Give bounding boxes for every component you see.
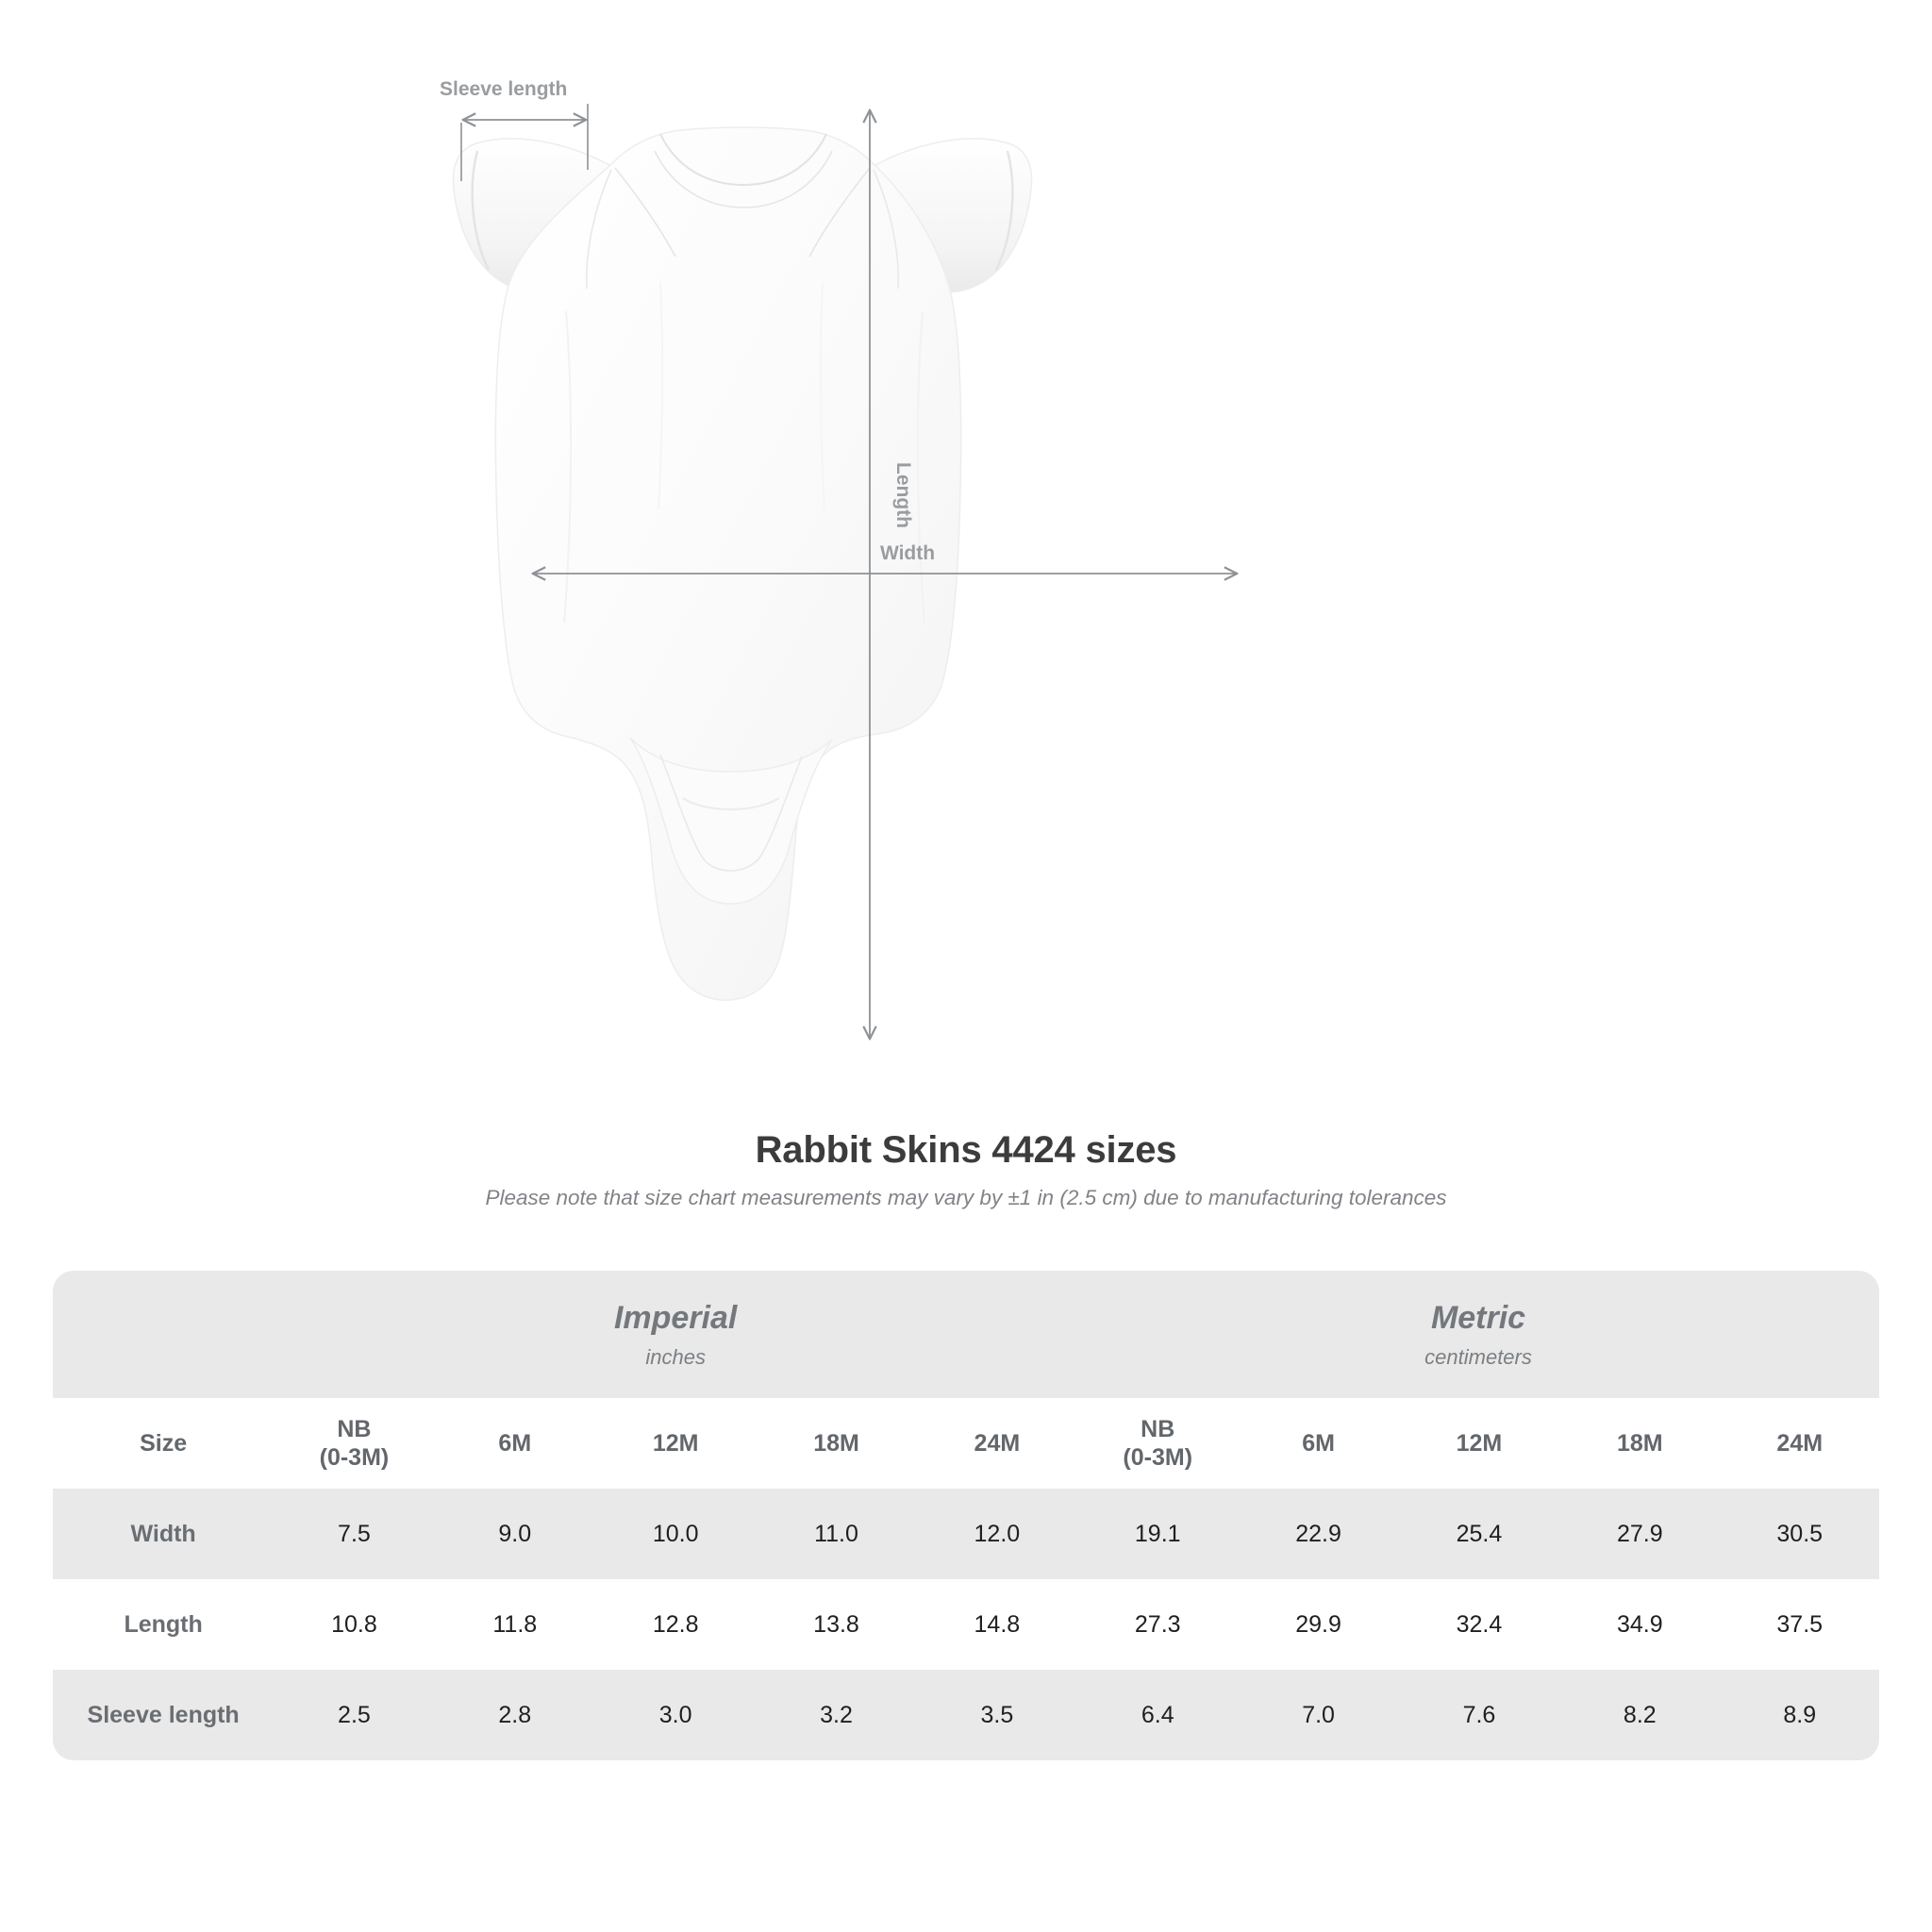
- size-table-container: Imperial inches Metric centimeters Size …: [53, 1271, 1879, 1760]
- cell-sleeve-metric-24m: 8.9: [1720, 1670, 1879, 1760]
- unit-spacer-cell: [53, 1271, 275, 1398]
- column-sublabel: (0-3M): [1123, 1444, 1193, 1471]
- row-header-width: Width: [53, 1489, 275, 1579]
- unit-sub-metric: centimeters: [1424, 1344, 1532, 1369]
- cell-length-metric-12m: 32.4: [1398, 1579, 1560, 1670]
- cell-width-metric-nb: 19.1: [1077, 1489, 1239, 1579]
- cell-length-imperial-18m: 13.8: [756, 1579, 917, 1670]
- column-header-imperial-18m: 18M: [756, 1398, 917, 1489]
- column-header-metric-6m: 6M: [1238, 1398, 1399, 1489]
- cell-sleeve-imperial-nb: 2.5: [274, 1670, 435, 1760]
- page-title: Rabbit Skins 4424 sizes: [755, 1129, 1177, 1171]
- row-header-sleeve-length: Sleeve length: [53, 1670, 275, 1760]
- table-row: Length 10.8 11.8 12.8 13.8 14.8 27.3 29.…: [53, 1579, 1879, 1670]
- column-header-metric-18m: 18M: [1559, 1398, 1721, 1489]
- cell-sleeve-imperial-12m: 3.0: [594, 1670, 757, 1760]
- cell-width-metric-12m: 25.4: [1398, 1489, 1560, 1579]
- unit-name-imperial: Imperial: [613, 1299, 738, 1336]
- width-label: Width: [880, 542, 935, 564]
- cell-width-metric-24m: 30.5: [1720, 1489, 1879, 1579]
- column-header-metric-nb: NB (0-3M): [1077, 1398, 1239, 1489]
- unit-sub-imperial: inches: [645, 1344, 706, 1369]
- tolerance-note: Please note that size chart measurements…: [485, 1186, 1447, 1209]
- size-chart-table: Imperial inches Metric centimeters Size …: [53, 1271, 1879, 1760]
- cell-length-metric-24m: 37.5: [1720, 1579, 1879, 1670]
- column-header-size: Size: [53, 1398, 275, 1489]
- table-row: Width 7.5 9.0 10.0 11.0 12.0 19.1 22.9 2…: [53, 1489, 1879, 1579]
- cell-sleeve-metric-18m: 8.2: [1559, 1670, 1721, 1760]
- cell-length-metric-nb: 27.3: [1077, 1579, 1239, 1670]
- cell-length-imperial-nb: 10.8: [274, 1579, 435, 1670]
- cell-sleeve-metric-nb: 6.4: [1077, 1670, 1239, 1760]
- length-label: Length: [892, 462, 914, 528]
- unit-header-imperial: Imperial inches: [274, 1271, 1078, 1398]
- cell-width-imperial-nb: 7.5: [274, 1489, 435, 1579]
- column-header-metric-24m: 24M: [1720, 1398, 1879, 1489]
- cell-sleeve-imperial-6m: 2.8: [434, 1670, 595, 1760]
- width-measure: Width: [534, 542, 1236, 574]
- cell-width-metric-6m: 22.9: [1238, 1489, 1399, 1579]
- table-row: Sleeve length 2.5 2.8 3.0 3.2 3.5 6.4 7.…: [53, 1670, 1879, 1760]
- chart-header: Rabbit Skins 4424 sizes Please note that…: [0, 1128, 1932, 1210]
- cell-length-imperial-6m: 11.8: [434, 1579, 595, 1670]
- cell-sleeve-imperial-18m: 3.2: [756, 1670, 917, 1760]
- cell-sleeve-metric-12m: 7.6: [1398, 1670, 1560, 1760]
- column-header-imperial-6m: 6M: [434, 1398, 595, 1489]
- column-header-imperial-nb: NB (0-3M): [274, 1398, 435, 1489]
- column-sublabel: (0-3M): [319, 1444, 390, 1471]
- cell-length-metric-6m: 29.9: [1238, 1579, 1399, 1670]
- garment-illustration: Sleeve length Length Width: [440, 78, 1932, 1113]
- cell-length-imperial-12m: 12.8: [594, 1579, 757, 1670]
- cell-sleeve-metric-6m: 7.0: [1238, 1670, 1399, 1760]
- cell-width-imperial-18m: 11.0: [756, 1489, 917, 1579]
- sleeve-length-label: Sleeve length: [440, 78, 567, 100]
- cell-length-imperial-24m: 14.8: [916, 1579, 1078, 1670]
- column-label: NB: [1141, 1415, 1175, 1442]
- column-header-imperial-12m: 12M: [594, 1398, 757, 1489]
- unit-header-metric: Metric centimeters: [1077, 1271, 1879, 1398]
- cell-width-imperial-24m: 12.0: [916, 1489, 1078, 1579]
- bodysuit-diagram: Sleeve length Length Width: [440, 78, 1932, 1113]
- cell-width-imperial-6m: 9.0: [434, 1489, 595, 1579]
- bodysuit-shape: [452, 126, 1033, 1001]
- cell-sleeve-imperial-24m: 3.5: [916, 1670, 1078, 1760]
- cell-width-metric-18m: 27.9: [1559, 1489, 1721, 1579]
- unit-header-row: Imperial inches Metric centimeters: [53, 1271, 1879, 1398]
- cell-length-metric-18m: 34.9: [1559, 1579, 1721, 1670]
- column-header-imperial-24m: 24M: [916, 1398, 1078, 1489]
- row-header-length: Length: [53, 1579, 275, 1670]
- column-header-metric-12m: 12M: [1398, 1398, 1560, 1489]
- column-label: NB: [337, 1415, 372, 1442]
- unit-name-metric: Metric: [1430, 1299, 1526, 1336]
- cell-width-imperial-12m: 10.0: [594, 1489, 757, 1579]
- sleeve-length-measure: Sleeve length: [440, 78, 589, 181]
- size-header-row: Size NB (0-3M) 6M 12M 18M 24M NB (0-3M) …: [53, 1398, 1879, 1489]
